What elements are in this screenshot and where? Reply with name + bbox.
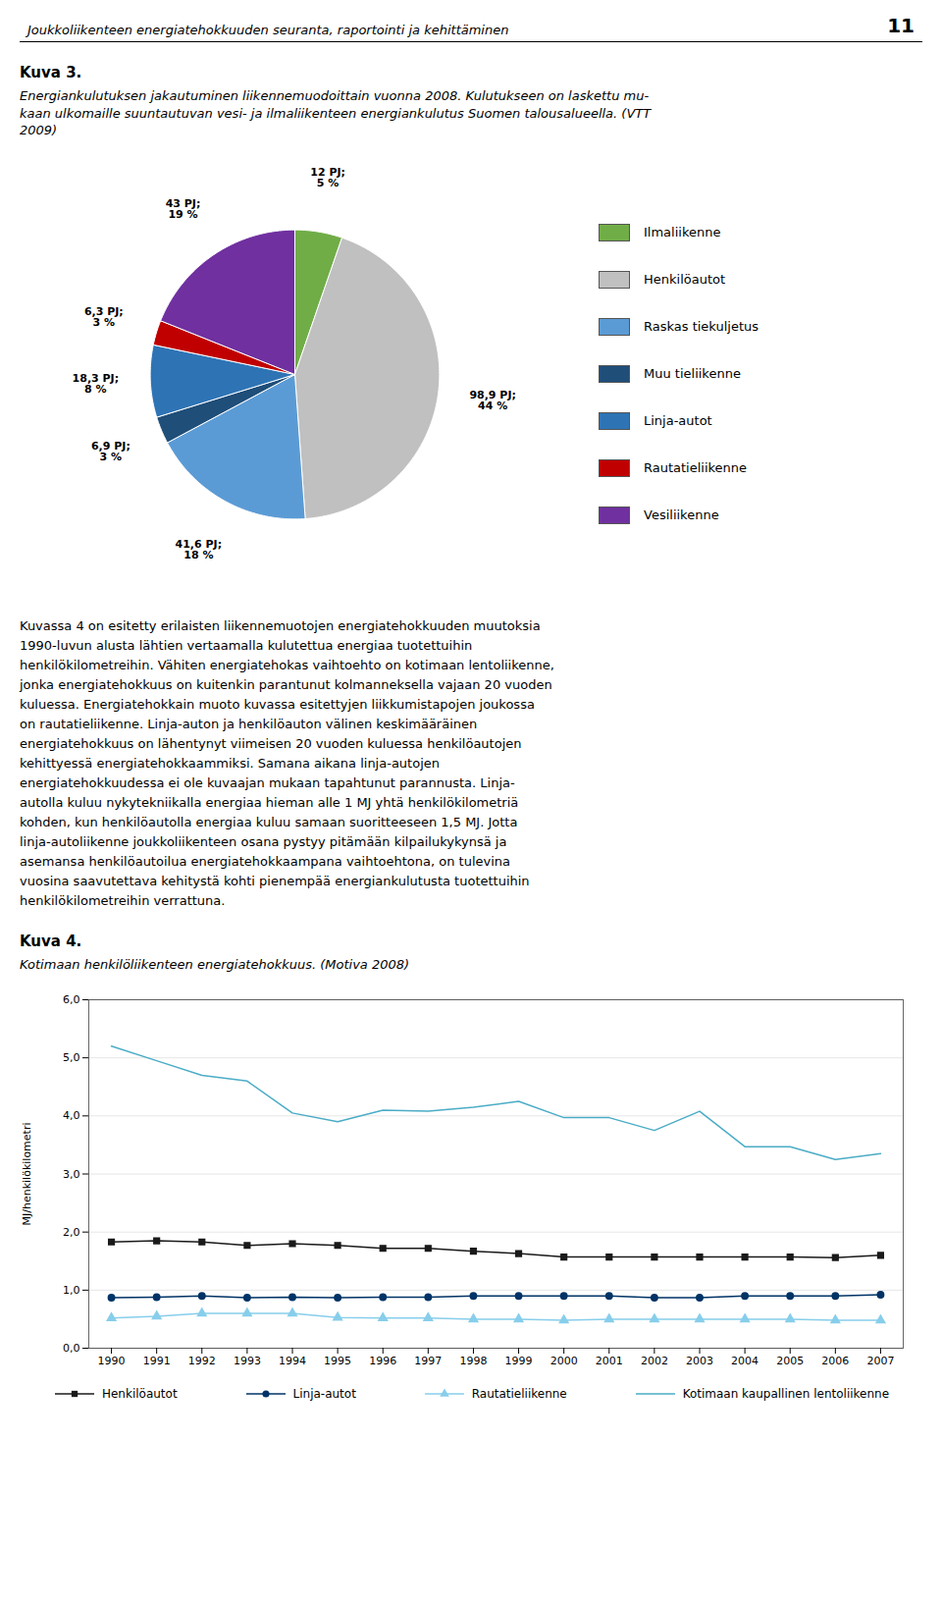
svg-text:2005: 2005 — [776, 1354, 804, 1367]
html-text:Raskas tiekuljetus: Raskas tiekuljetus — [643, 319, 759, 334]
html-text:Linja-autot: Linja-autot — [292, 1386, 357, 1401]
svg-text:2,0: 2,0 — [62, 1225, 81, 1239]
html-text:jonka energiatehokkuus on kuit: jonka energiatehokkuus on kuitenkin para… — [19, 676, 553, 692]
svg-text:1998: 1998 — [459, 1354, 487, 1367]
svg-text:2003: 2003 — [685, 1354, 714, 1367]
svg-text:12 PJ;5 %: 12 PJ;5 % — [310, 165, 346, 190]
html-text:Kuva 4.: Kuva 4. — [19, 931, 82, 950]
html-text:Linja-autot: Linja-autot — [643, 413, 713, 428]
html-text:Kuvassa 4 on esitetty erilaist: Kuvassa 4 on esitetty erilaisten liikenn… — [19, 617, 541, 633]
html-text:Rautatieliikenne: Rautatieliikenne — [643, 460, 747, 476]
html-text:Henkilöautot: Henkilöautot — [643, 271, 726, 287]
html-text:1990-luvun alusta lähtien vert: 1990-luvun alusta lähtien vertaamalla ku… — [19, 637, 473, 653]
svg-text:4,0: 4,0 — [62, 1109, 81, 1123]
svg-text:1990: 1990 — [98, 1354, 126, 1367]
svg-text:6,3 PJ;3 %: 6,3 PJ;3 % — [84, 304, 124, 328]
html-text:kehittyessä energiatehokkaammi: kehittyessä energiatehokkaammiksi. Saman… — [19, 755, 440, 770]
svg-text:1994: 1994 — [278, 1354, 307, 1367]
svg-text:1995: 1995 — [323, 1354, 352, 1367]
svg-text:2002: 2002 — [640, 1354, 669, 1367]
svg-text:2004: 2004 — [731, 1354, 759, 1367]
svg-text:1999: 1999 — [505, 1354, 533, 1367]
html-text:vuosina saavutettava kehitystä: vuosina saavutettava kehitystä kohti pie… — [19, 872, 530, 888]
html-text:Henkilöautot: Henkilöautot — [101, 1386, 178, 1401]
html-text:Rautatieliikenne: Rautatieliikenne — [471, 1386, 567, 1401]
svg-text:2007: 2007 — [866, 1354, 894, 1367]
html-text:kuluessa. Energiatehokkain muo: kuluessa. Energiatehokkain muoto kuvassa… — [19, 696, 535, 712]
svg-text:1997: 1997 — [414, 1354, 442, 1367]
html-text:11: 11 — [887, 13, 915, 38]
html-text:energiatehokkuudessa ei ole ku: energiatehokkuudessa ei ole kuvaajan muk… — [19, 774, 515, 790]
svg-text:18,3 PJ;8 %: 18,3 PJ;8 % — [72, 371, 120, 396]
svg-text:41,6 PJ;18 %: 41,6 PJ;18 % — [175, 536, 223, 561]
svg-text:1992: 1992 — [188, 1354, 216, 1367]
svg-text:98,9 PJ;44 %: 98,9 PJ;44 % — [469, 388, 517, 413]
html-text:Ilmaliikenne: Ilmaliikenne — [643, 224, 721, 240]
html-text:linja-autoliikenne joukkoliike: linja-autoliikenne joukkoliikenteen osan… — [19, 833, 507, 849]
html-text:asemansa henkilöautoilua energ: asemansa henkilöautoilua energiatehokkaa… — [19, 853, 511, 869]
html-text:Kuva 3.: Kuva 3. — [19, 63, 82, 82]
svg-text:2006: 2006 — [821, 1354, 849, 1367]
svg-text:1996: 1996 — [368, 1354, 397, 1367]
svg-text:2001: 2001 — [595, 1354, 624, 1367]
html-text:kohden, kun henkilöautolla ene: kohden, kun henkilöautolla energiaa kulu… — [19, 814, 518, 829]
html-text:Vesiliikenne: Vesiliikenne — [643, 507, 719, 523]
html-text:on rautatieliikenne. Linja-aut: on rautatieliikenne. Linja-auton ja henk… — [19, 715, 478, 731]
html-text:Muu tieliikenne: Muu tieliikenne — [643, 366, 741, 381]
svg-text:0,0: 0,0 — [62, 1341, 81, 1355]
html-text:Kotimaan kaupallinen lentoliik: Kotimaan kaupallinen lentoliikenne — [682, 1386, 890, 1401]
html-text:energiatehokkuus on lähentynyt: energiatehokkuus on lähentynyt viimeisen… — [19, 735, 522, 751]
html-text:Kotimaan henkilöliikenteen ene: Kotimaan henkilöliikenteen energiatehokk… — [19, 956, 410, 972]
html-text:Energiankulutuksen jakautumine: Energiankulutuksen jakautuminen liikenne… — [19, 88, 651, 138]
svg-text:1991: 1991 — [143, 1354, 171, 1367]
svg-text:1993: 1993 — [233, 1354, 262, 1367]
svg-text:3,0: 3,0 — [62, 1167, 81, 1181]
svg-text:6,0: 6,0 — [62, 993, 81, 1006]
svg-text:43 PJ;19 %: 43 PJ;19 % — [165, 197, 202, 221]
svg-text:1,0: 1,0 — [62, 1283, 81, 1297]
html-text:henkilökilometreihin verrattun: henkilökilometreihin verrattuna. — [19, 892, 226, 908]
html-text:henkilökilometreihin. Vähiten: henkilökilometreihin. Vähiten energiateh… — [19, 657, 555, 672]
svg-text:2000: 2000 — [550, 1354, 578, 1367]
html-text:autolla kuluu nykytekniikalla: autolla kuluu nykytekniikalla energiaa h… — [19, 794, 519, 810]
svg-text:6,9 PJ;3 %: 6,9 PJ;3 % — [91, 439, 131, 464]
svg-text:MJ/henkilökilometri: MJ/henkilökilometri — [20, 1122, 34, 1226]
html-text:Joukkoliikenteen energiatehokk: Joukkoliikenteen energiatehokkuuden seur… — [27, 22, 509, 38]
svg-text:5,0: 5,0 — [62, 1050, 81, 1064]
